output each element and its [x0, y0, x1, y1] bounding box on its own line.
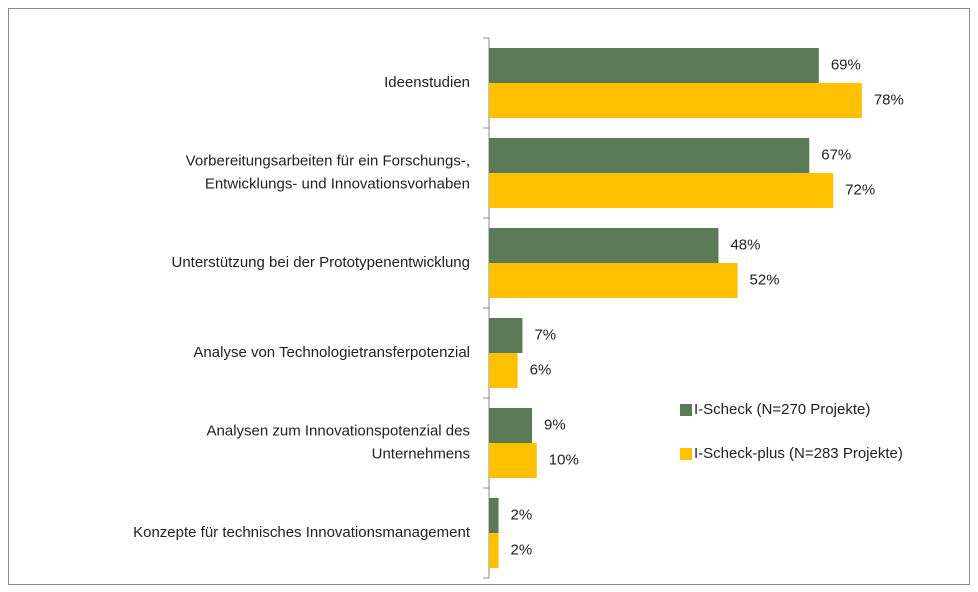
legend-swatch — [680, 404, 692, 416]
value-label: 67% — [821, 146, 851, 163]
bar — [489, 263, 738, 298]
category-label: Ideenstudien — [384, 74, 470, 91]
bar — [489, 533, 499, 568]
legend-swatch — [680, 448, 692, 460]
bar — [489, 408, 533, 443]
bar — [489, 138, 810, 173]
value-label: 72% — [845, 181, 875, 198]
bar — [489, 498, 499, 533]
category-label: Unterstützung bei der Prototypenentwickl… — [171, 254, 470, 271]
legend-label: I-Scheck-plus (N=283 Projekte) — [694, 445, 903, 462]
bar — [489, 48, 819, 83]
legend-label: I-Scheck (N=270 Projekte) — [694, 401, 870, 418]
value-label: 52% — [750, 271, 780, 288]
value-label: 69% — [831, 56, 861, 73]
bar — [489, 443, 537, 478]
category-label: Konzepte für technisches Innovationsmana… — [133, 524, 471, 541]
value-label: 9% — [544, 416, 566, 433]
value-label: 6% — [530, 361, 552, 378]
value-label: 10% — [549, 451, 579, 468]
category-label: Analysen zum Innovationspotenzial des Unt… — [207, 422, 471, 462]
bar — [489, 353, 518, 388]
value-label: 2% — [511, 506, 533, 523]
bar — [489, 228, 719, 263]
bar — [489, 318, 523, 353]
value-label: 7% — [534, 326, 556, 343]
value-label: 2% — [511, 541, 533, 558]
value-label: 48% — [730, 236, 760, 253]
category-label: Vorbereitungsarbeiten für ein Forschungs… — [186, 152, 470, 192]
value-label: 78% — [874, 91, 904, 108]
category-label: Analyse von Technologietransferpotenzial — [193, 344, 470, 361]
bar — [489, 173, 834, 208]
bar — [489, 83, 862, 118]
